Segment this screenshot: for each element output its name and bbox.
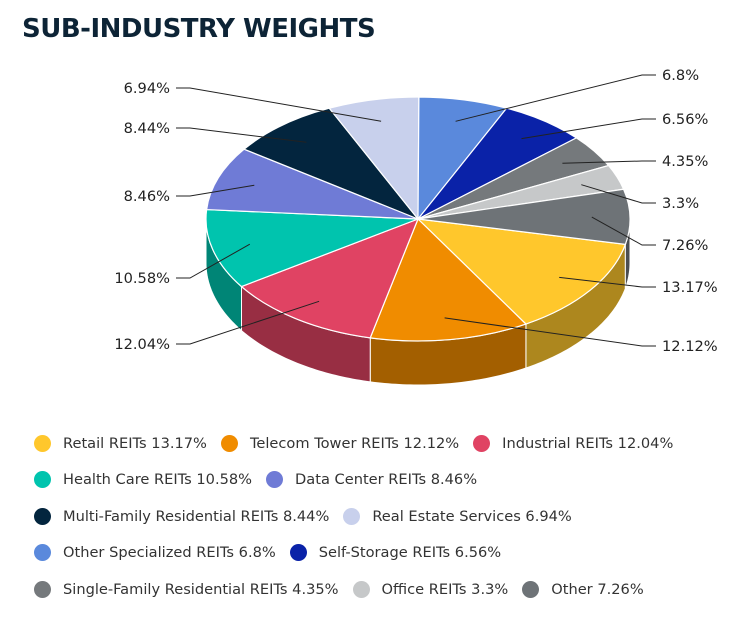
pie-slice-4	[205, 148, 419, 220]
legend-swatch-icon	[266, 470, 284, 488]
legend-label: Telecom Tower REITs 12.12%	[249, 434, 460, 452]
label-connector-7	[455, 74, 656, 122]
legend-label: Other 7.26%	[551, 580, 644, 598]
data-label-3: 10.58%	[114, 270, 170, 287]
legend-swatch-icon	[34, 543, 51, 561]
legend-item-6[interactable]: Real Estate Services 6.94%	[343, 505, 572, 527]
data-label-9: 4.35%	[662, 153, 708, 170]
legend-item-9[interactable]: Single-Family Residential REITs 4.35%	[34, 578, 339, 600]
pie-slice-5	[242, 107, 420, 221]
data-label-0: 13.17%	[662, 279, 718, 296]
legend-item-10[interactable]: Office REITs 3.3%	[352, 578, 509, 600]
label-connector-2	[176, 300, 320, 345]
data-label-1: 12.12%	[662, 338, 718, 355]
legend-swatch-icon	[34, 434, 51, 452]
legend-item-11[interactable]: Other 7.26%	[522, 578, 644, 600]
chart-title: SUB-INDUSTRY WEIGHTS	[22, 14, 376, 44]
legend-swatch-icon	[473, 434, 491, 452]
pie-slice-11	[417, 188, 631, 246]
legend-label: Retail REITs 13.17%	[63, 434, 207, 452]
pie-slice-0	[416, 218, 627, 325]
legend-item-5[interactable]: Multi-Family Residential REITs 8.44%	[34, 505, 329, 527]
legend-swatch-icon	[34, 580, 51, 598]
data-label-7: 6.8%	[662, 67, 699, 84]
label-connector-11	[591, 216, 656, 246]
legend-swatch-icon	[289, 543, 307, 561]
legend-item-7[interactable]: Other Specialized REITs 6.8%	[34, 541, 276, 563]
legend-label: Single-Family Residential REITs 4.35%	[63, 580, 339, 598]
legend-swatch-icon	[352, 580, 370, 598]
legend-label: Data Center REITs 8.46%	[295, 470, 478, 488]
label-connector-3	[176, 243, 251, 279]
pie-slice-1	[369, 217, 528, 342]
pie-labels: 13.17% 12.12% 12.04% 10.58% 8.46% 8.44% 6.94% 6…	[114, 67, 717, 355]
label-connector-1	[444, 317, 656, 347]
data-label-2: 12.04%	[114, 336, 170, 353]
label-connector-8	[521, 118, 656, 140]
data-label-6: 6.94%	[124, 80, 170, 97]
label-connector-5	[176, 127, 307, 143]
pie-slice-2	[240, 217, 420, 339]
data-label-8: 6.56%	[662, 111, 708, 128]
legend-label: Real Estate Services 6.94%	[372, 507, 572, 525]
legend-swatch-icon	[522, 580, 540, 598]
pie-top	[205, 96, 631, 342]
legend-label: Industrial REITs 12.04%	[502, 434, 674, 452]
legend-item-4[interactable]: Data Center REITs 8.46%	[266, 468, 477, 490]
pie-chart: 13.17% 12.12% 12.04% 10.58% 8.46% 8.44% 6.94% 6…	[114, 67, 718, 386]
legend-item-0[interactable]: Retail REITs 13.17%	[34, 432, 207, 454]
label-connector-10	[581, 184, 656, 204]
label-connector-0	[559, 276, 656, 288]
legend-label: Other Specialized REITs 6.8%	[63, 543, 276, 561]
legend-label: Multi-Family Residential REITs 8.44%	[63, 507, 330, 525]
data-label-11: 7.26%	[662, 237, 708, 254]
pie-sides	[205, 218, 631, 386]
legend-label: Office REITs 3.3%	[381, 580, 509, 598]
data-label-5: 8.44%	[124, 120, 170, 137]
legend-swatch-icon	[220, 434, 238, 452]
label-connector-6	[176, 87, 382, 122]
legend-item-2[interactable]: Industrial REITs 12.04%	[473, 432, 673, 454]
legend-swatch-icon	[34, 470, 51, 488]
legend-swatch-icon	[34, 507, 51, 525]
legend-item-1[interactable]: Telecom Tower REITs 12.12%	[220, 432, 460, 454]
legend-label: Self-Storage REITs 6.56%	[318, 543, 502, 561]
data-label-10: 3.3%	[662, 195, 699, 212]
label-connector-4	[176, 184, 255, 197]
legend-swatch-icon	[343, 507, 361, 525]
legend-item-3[interactable]: Health Care REITs 10.58%	[34, 468, 252, 490]
legend-label: Health Care REITs 10.58%	[63, 470, 253, 488]
legend-item-8[interactable]: Self-Storage REITs 6.56%	[289, 541, 502, 563]
label-connector-9	[562, 160, 656, 164]
data-label-4: 8.46%	[124, 188, 170, 205]
pie-slice-3	[205, 208, 419, 288]
